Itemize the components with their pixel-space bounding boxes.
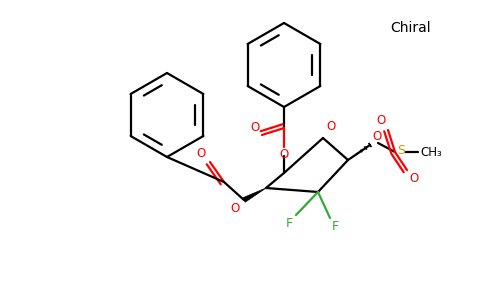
Text: O: O <box>251 121 260 134</box>
Text: O: O <box>279 148 288 161</box>
Text: O: O <box>326 120 335 133</box>
Text: Chiral: Chiral <box>390 21 431 35</box>
Text: F: F <box>286 217 293 230</box>
Text: S: S <box>397 145 405 158</box>
Text: F: F <box>332 220 339 233</box>
Text: O: O <box>377 114 386 127</box>
Text: O: O <box>409 172 418 185</box>
Text: O: O <box>372 130 381 143</box>
Text: CH₃: CH₃ <box>420 146 442 158</box>
Polygon shape <box>243 188 266 202</box>
Text: O: O <box>231 202 240 215</box>
Text: O: O <box>197 147 206 160</box>
